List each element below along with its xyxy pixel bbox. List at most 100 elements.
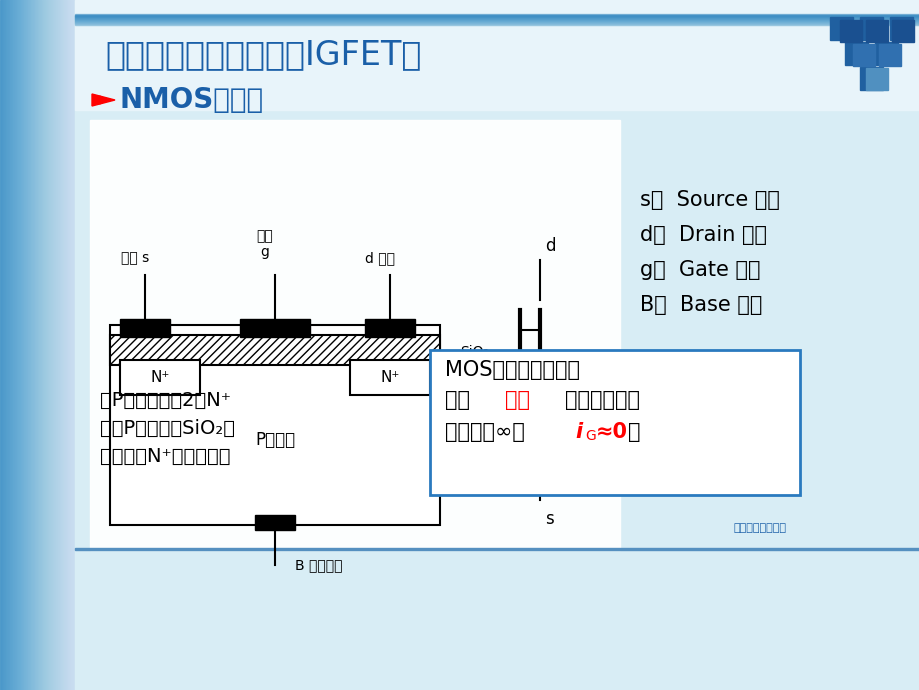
Bar	[110, 325, 439, 525]
Bar	[41, 0, 42, 690]
Text: 缘层，在N⁺区加铝极。: 缘层，在N⁺区加铝极。	[100, 446, 231, 466]
Text: NMOS增强型: NMOS增强型	[119, 86, 264, 114]
Bar	[75, 18, 919, 19]
Bar	[66, 0, 67, 690]
Bar	[75, 14, 919, 15]
Bar	[844, 42, 867, 65]
Bar	[46, 0, 47, 690]
Bar	[78, 0, 79, 690]
Bar	[8, 0, 9, 690]
Bar	[29, 0, 30, 690]
Bar	[878, 44, 900, 66]
Bar	[75, 20, 919, 21]
Text: s: s	[544, 510, 553, 528]
Bar	[10, 0, 11, 690]
Bar	[60, 0, 61, 690]
Bar	[75, 17, 919, 18]
Bar	[839, 20, 861, 42]
Bar	[19, 0, 20, 690]
Bar	[61, 0, 62, 690]
Bar	[859, 17, 882, 40]
Bar	[75, 548, 919, 550]
Bar	[0, 0, 1, 690]
Bar	[23, 0, 24, 690]
Text: N⁺: N⁺	[380, 370, 399, 384]
Bar	[365, 319, 414, 337]
Bar	[33, 0, 34, 690]
Bar	[53, 0, 54, 690]
Text: B 衬底引线: B 衬底引线	[295, 558, 342, 572]
Bar	[62, 0, 64, 690]
Bar	[49, 0, 50, 690]
Bar	[72, 0, 73, 690]
Bar	[39, 0, 40, 690]
Polygon shape	[92, 94, 115, 106]
Bar	[255, 515, 295, 530]
Bar	[75, 0, 919, 110]
Bar	[35, 0, 36, 690]
Text: g：  Gate 栅极: g： Gate 栅极	[640, 260, 760, 280]
Bar	[67, 0, 68, 690]
Bar	[64, 0, 65, 690]
Bar	[70, 0, 71, 690]
Bar	[75, 21, 919, 22]
Text: 区，P型表面加SiO₂绝: 区，P型表面加SiO₂绝	[100, 419, 234, 437]
Bar	[30, 0, 31, 690]
Bar	[50, 0, 51, 690]
Bar	[889, 17, 912, 40]
Bar	[75, 22, 919, 23]
Bar	[75, 22, 919, 23]
Bar	[26, 0, 27, 690]
Bar	[75, 16, 919, 17]
Bar	[1, 0, 2, 690]
Bar	[76, 0, 77, 690]
Bar	[5, 0, 6, 690]
Bar	[52, 0, 53, 690]
Bar	[75, 18, 919, 19]
Text: d：  Drain 漏极: d： Drain 漏极	[640, 225, 766, 245]
Bar	[75, 23, 919, 24]
Bar	[69, 0, 70, 690]
Bar	[17, 0, 18, 690]
Bar	[47, 0, 48, 690]
Text: 。: 。	[628, 422, 640, 442]
Text: s：  Source 源极: s： Source 源极	[640, 190, 779, 210]
Bar	[75, 19, 919, 21]
Bar	[75, 21, 919, 23]
Bar	[859, 67, 882, 90]
Text: G: G	[584, 429, 596, 443]
Bar	[31, 0, 32, 690]
Bar	[429, 350, 800, 495]
Bar	[240, 319, 310, 337]
Bar	[34, 0, 35, 690]
Bar	[40, 0, 41, 690]
Text: 绝缘: 绝缘	[505, 390, 529, 410]
Bar	[36, 0, 37, 690]
Bar	[16, 0, 17, 690]
Bar	[48, 0, 49, 690]
Bar	[75, 19, 919, 20]
Bar	[852, 44, 874, 66]
Bar	[45, 0, 46, 690]
Bar	[21, 0, 22, 690]
Text: ，所以输入电: ，所以输入电	[564, 390, 640, 410]
Bar	[75, 0, 76, 690]
Text: N⁺: N⁺	[150, 370, 169, 384]
Text: 电极: 电极	[445, 390, 470, 410]
Bar	[55, 0, 56, 690]
Text: g: g	[441, 371, 451, 389]
Text: i: i	[574, 422, 582, 442]
Bar	[110, 335, 439, 365]
Bar	[349, 360, 429, 395]
Bar	[56, 0, 57, 690]
Bar	[865, 20, 887, 42]
Bar	[38, 0, 39, 690]
Text: SiO₂: SiO₂	[460, 345, 489, 359]
Text: 源极 s: 源极 s	[120, 251, 149, 265]
Bar	[829, 17, 852, 40]
Bar	[79, 0, 80, 690]
Bar	[865, 68, 887, 90]
Bar	[44, 0, 45, 690]
Bar	[37, 0, 38, 690]
Bar	[75, 21, 919, 22]
